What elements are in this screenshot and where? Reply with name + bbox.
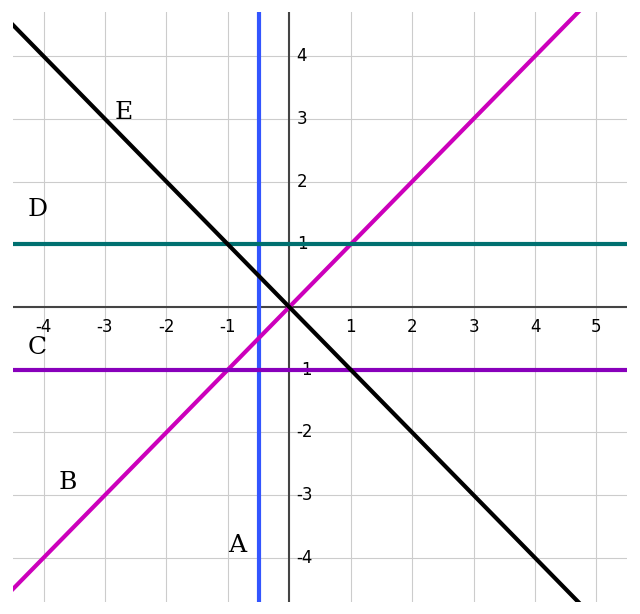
Text: 4: 4 <box>530 318 540 336</box>
Text: 2: 2 <box>297 173 307 190</box>
Text: 3: 3 <box>297 110 307 128</box>
Text: 2: 2 <box>407 318 417 336</box>
Text: D: D <box>28 198 47 221</box>
Text: -1: -1 <box>220 318 236 336</box>
Text: A: A <box>228 534 246 557</box>
Text: -3: -3 <box>297 486 313 504</box>
Text: 1: 1 <box>297 235 307 254</box>
Text: -4: -4 <box>35 318 52 336</box>
Text: 4: 4 <box>297 47 307 65</box>
Text: E: E <box>115 101 132 124</box>
Text: -2: -2 <box>297 424 313 441</box>
Text: 1: 1 <box>346 318 356 336</box>
Text: B: B <box>59 471 77 494</box>
Text: -4: -4 <box>297 549 313 567</box>
Text: -1: -1 <box>297 360 313 379</box>
Text: 3: 3 <box>468 318 479 336</box>
Text: 5: 5 <box>591 318 602 336</box>
Text: -3: -3 <box>97 318 113 336</box>
Text: C: C <box>28 336 47 359</box>
Text: -2: -2 <box>158 318 175 336</box>
